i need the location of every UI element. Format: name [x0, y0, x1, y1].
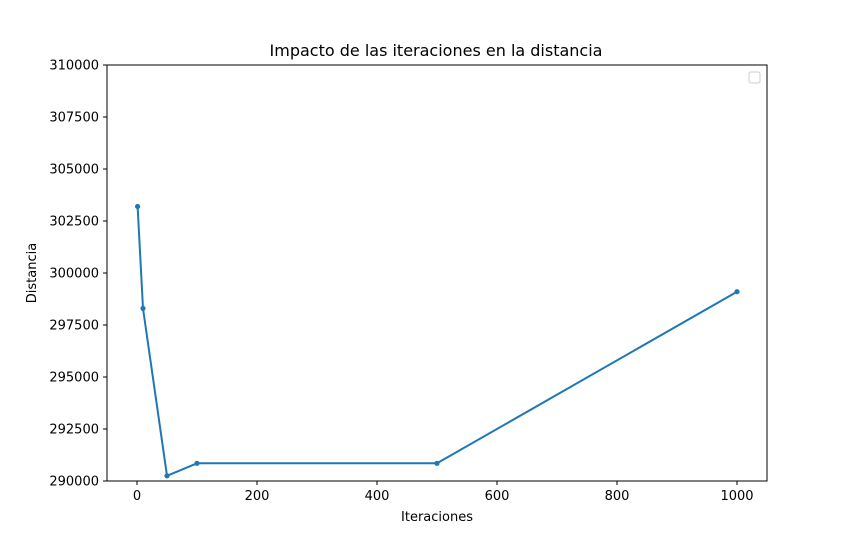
y-tick-label: 310000 — [49, 59, 99, 74]
data-point — [140, 305, 146, 311]
y-tick-label: 290000 — [49, 475, 99, 490]
y-tick-label: 305000 — [49, 163, 99, 178]
y-axis: 290000 292500 295000 297500 300000 302500 3050… — [49, 59, 107, 490]
x-tick-label: 800 — [605, 489, 630, 504]
y-tick-label: 295000 — [49, 371, 99, 386]
data-point — [734, 289, 740, 295]
series-line — [136, 206, 738, 477]
y-tick-label: 300000 — [49, 267, 99, 282]
plot-area — [135, 203, 740, 479]
y-tick-label: 307500 — [49, 111, 99, 126]
data-point — [164, 473, 170, 479]
data-point — [434, 460, 440, 466]
x-tick-label: 0 — [133, 489, 141, 504]
y-tick-label: 292500 — [49, 423, 99, 438]
chart-title: Impacto de las iteraciones en la distanc… — [270, 41, 603, 60]
x-tick-label: 400 — [365, 489, 390, 504]
data-point — [135, 203, 141, 210]
legend-box — [748, 71, 761, 84]
y-tick-label: 297500 — [49, 319, 99, 334]
y-axis-label: Distancia — [25, 243, 40, 303]
y-tick-label: 302500 — [49, 215, 99, 230]
x-tick-label: 1000 — [720, 489, 753, 504]
x-tick-label: 200 — [245, 489, 270, 504]
x-tick-label: 600 — [485, 489, 510, 504]
plot-frame — [106, 64, 768, 482]
x-axis: 0 200 400 600 800 1000 — [133, 481, 754, 504]
x-axis-label: Iteraciones — [401, 510, 473, 525]
data-point — [194, 460, 200, 466]
